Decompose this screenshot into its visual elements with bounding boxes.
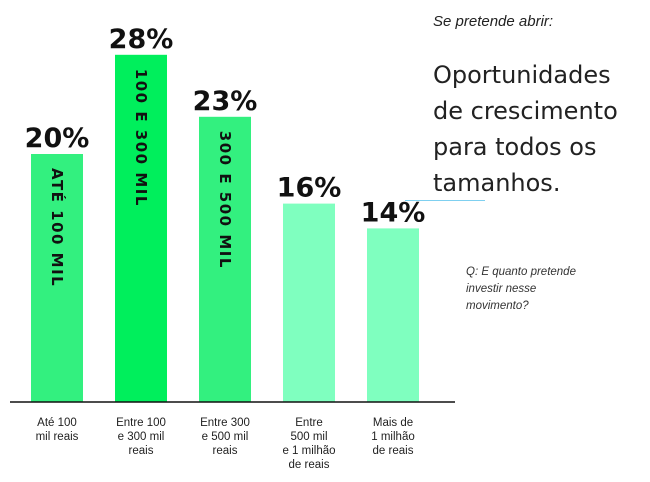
bar-5 bbox=[367, 228, 419, 402]
bar-inner-label-2: 100 E 300 MIL bbox=[132, 69, 150, 207]
value-label-5: 14% bbox=[361, 197, 426, 228]
accent-divider bbox=[405, 200, 485, 201]
bar-1 bbox=[31, 154, 83, 402]
bar-inner-label-3: 300 E 500 MIL bbox=[216, 131, 234, 269]
value-label-4: 16% bbox=[277, 173, 342, 204]
question-text: Q: E quanto pretende investir nesse movi… bbox=[466, 266, 576, 312]
kicker-text: Se pretende abrir: bbox=[433, 13, 554, 30]
value-label-2: 28% bbox=[109, 24, 174, 55]
category-label-2: Entre 100 e 300 mil reais bbox=[116, 417, 166, 457]
value-label-1: 20% bbox=[25, 123, 90, 154]
bar-2 bbox=[115, 54, 167, 403]
investment-bar-chart: 20% ATÉ 100 MIL Até 100 mil reais 28% 100 E 3… bbox=[10, 24, 455, 471]
headline-text: Oportunidades de crescimento para todos … bbox=[433, 61, 618, 197]
bar-inner-label-1: ATÉ 100 MIL bbox=[48, 168, 67, 287]
bar-3 bbox=[199, 116, 251, 403]
category-label-1: Até 100 mil reais bbox=[36, 417, 79, 443]
category-label-4: Entre 500 mil e 1 milhão de reais bbox=[282, 417, 335, 471]
bar-4 bbox=[283, 203, 335, 402]
category-label-5: Mais de 1 milhão de reais bbox=[371, 417, 414, 457]
category-label-3: Entre 300 e 500 mil reais bbox=[200, 417, 250, 457]
value-label-3: 23% bbox=[193, 86, 258, 117]
